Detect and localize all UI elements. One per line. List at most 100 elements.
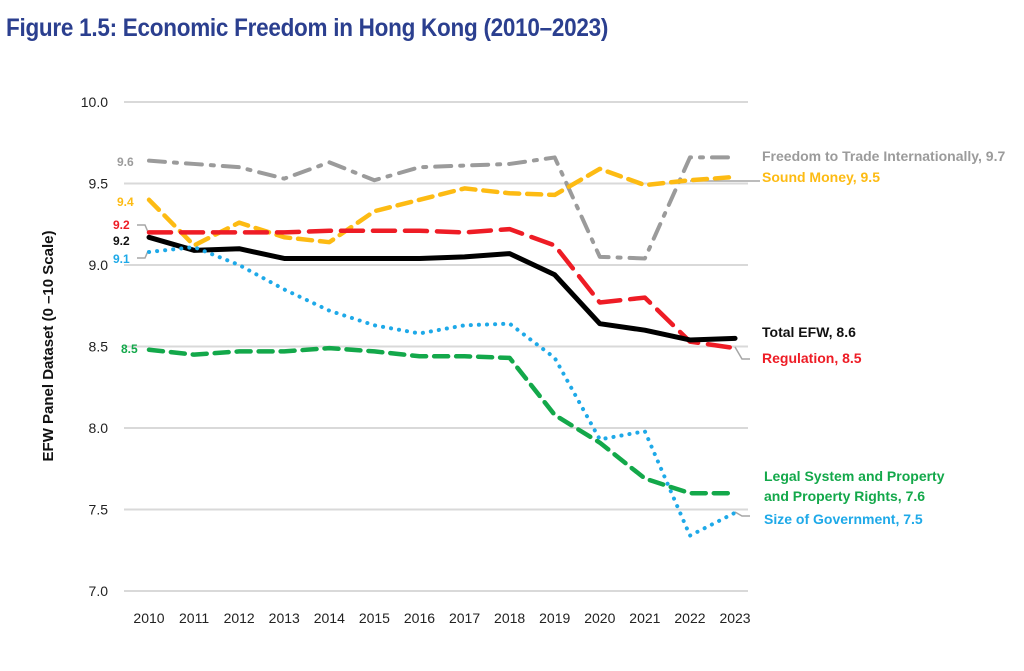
data-point-trade <box>688 155 692 159</box>
data-point-total <box>327 256 331 260</box>
data-point-total <box>417 256 421 260</box>
series-line-trade <box>147 155 738 261</box>
data-point-trade <box>598 255 602 259</box>
data-point-money <box>327 240 331 244</box>
data-point-legal <box>327 346 331 350</box>
data-point-money <box>237 221 241 225</box>
data-point-regulation <box>327 229 331 233</box>
data-point-total <box>463 255 467 259</box>
data-point-total <box>147 235 151 239</box>
data-point-legal <box>372 349 376 353</box>
series-line-regulation <box>146 226 738 351</box>
data-point-money <box>417 198 421 202</box>
data-point-total <box>643 328 647 332</box>
data-point-regulation <box>417 229 421 233</box>
data-point-legal <box>192 353 196 357</box>
data-point-size <box>417 331 421 335</box>
data-point-regulation <box>147 230 151 234</box>
x-tick-label: 2020 <box>584 610 615 626</box>
end-labels: Freedom to Trade Internationally, 9.7 Sou… <box>762 148 1005 527</box>
data-point-money <box>508 191 512 195</box>
start-value-labels: 9.6 9.4 9.2 9.2 9.1 8.5 <box>113 155 138 356</box>
y-axis-ticks: 10.0 9.5 9.0 8.5 8.0 7.5 7.0 <box>81 94 108 599</box>
data-point-regulation <box>508 227 512 231</box>
data-point-money <box>643 183 647 187</box>
x-tick-label: 2015 <box>359 610 390 626</box>
x-tick-label: 2023 <box>719 610 750 626</box>
data-point-legal <box>237 349 241 353</box>
series-line-size <box>147 245 738 538</box>
end-label-legal: Legal System and Property <box>764 468 945 484</box>
data-point-regulation <box>237 230 241 234</box>
data-point-size <box>463 323 467 327</box>
data-point-money <box>147 198 151 202</box>
data-point-regulation <box>553 243 557 247</box>
start-label-trade: 9.6 <box>117 155 134 169</box>
data-point-total <box>553 273 557 277</box>
data-point-size <box>688 534 692 538</box>
data-point-money <box>282 235 286 239</box>
data-point-regulation <box>192 230 196 234</box>
data-point-size <box>372 323 376 327</box>
data-point-legal <box>282 349 286 353</box>
start-label-money: 9.4 <box>117 195 134 209</box>
data-point-total <box>282 256 286 260</box>
gridlines <box>124 101 748 592</box>
data-point-size <box>237 263 241 267</box>
chart-title: Figure 1.5: Economic Freedom in Hong Kon… <box>6 14 609 42</box>
data-point-trade <box>372 178 376 182</box>
data-point-money <box>553 193 557 197</box>
data-point-money <box>463 186 467 190</box>
data-point-regulation <box>372 229 376 233</box>
x-tick-label: 2021 <box>629 610 660 626</box>
end-label-size: Size of Government, 7.5 <box>764 511 923 527</box>
y-tick-label: 10.0 <box>81 94 108 110</box>
data-point-trade <box>553 155 557 159</box>
start-label-total: 9.2 <box>113 234 130 248</box>
data-point-total <box>372 256 376 260</box>
data-point-legal <box>417 354 421 358</box>
data-point-trade <box>508 162 512 166</box>
data-point-regulation <box>282 230 286 234</box>
data-point-size <box>282 287 286 291</box>
data-point-trade <box>327 160 331 164</box>
y-tick-label: 9.0 <box>89 257 109 273</box>
series-line-total <box>146 234 738 343</box>
data-point-money <box>372 209 376 213</box>
data-point-total <box>598 322 602 326</box>
data-point-legal <box>553 413 557 417</box>
end-label-legal: and Property Rights, 7.6 <box>764 488 925 504</box>
end-label-total: Total EFW, 8.6 <box>762 324 856 340</box>
data-point-legal <box>147 348 151 352</box>
data-point-legal <box>463 354 467 358</box>
data-point-money <box>733 175 737 179</box>
y-axis-label: EFW Panel Dataset (0 –10 Scale) <box>40 231 57 462</box>
data-point-size <box>327 309 331 313</box>
data-point-size <box>147 250 151 254</box>
start-label-regulation: 9.2 <box>113 218 130 232</box>
data-point-total <box>237 247 241 251</box>
x-tick-label: 2014 <box>314 610 345 626</box>
data-point-money <box>688 178 692 182</box>
data-point-trade <box>733 155 737 159</box>
end-label-money: Sound Money, 9.5 <box>762 169 880 185</box>
start-label-legal: 8.5 <box>121 342 138 356</box>
data-point-total <box>688 338 692 342</box>
data-point-size <box>192 245 196 249</box>
leader-line-size-start <box>137 250 149 259</box>
data-point-trade <box>643 256 647 260</box>
data-point-regulation <box>733 346 737 350</box>
data-point-legal <box>688 491 692 495</box>
series-line-legal <box>146 345 738 496</box>
data-point-regulation <box>643 296 647 300</box>
series-lines <box>146 155 738 538</box>
data-point-size <box>643 429 647 433</box>
end-label-regulation: Regulation, 8.5 <box>762 350 862 366</box>
y-tick-label: 7.0 <box>89 583 109 599</box>
data-point-legal <box>508 356 512 360</box>
x-tick-label: 2019 <box>539 610 570 626</box>
x-tick-label: 2012 <box>224 610 255 626</box>
data-point-trade <box>192 162 196 166</box>
x-tick-label: 2022 <box>674 610 705 626</box>
data-point-legal <box>643 477 647 481</box>
